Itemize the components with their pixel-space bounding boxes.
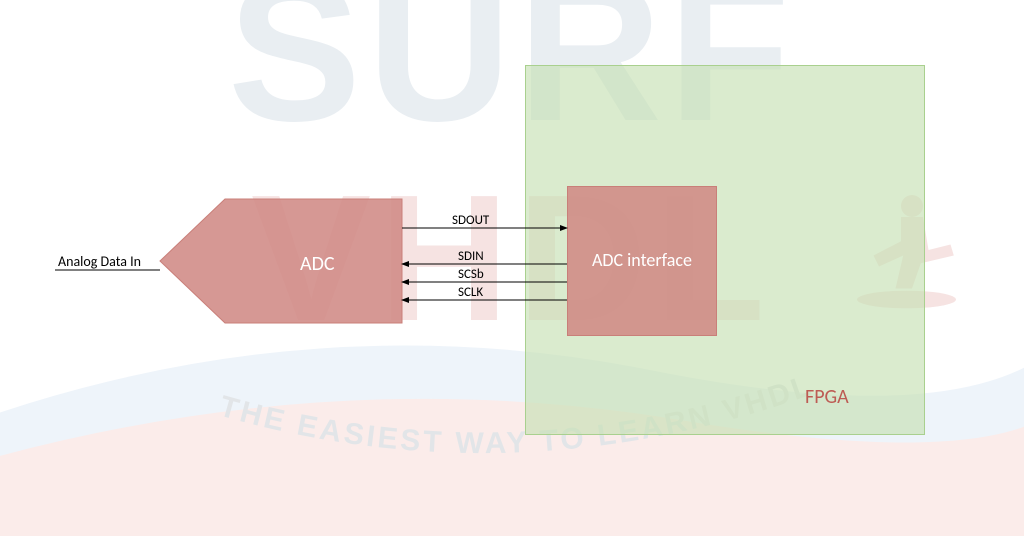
block-diagram: FPGA ADC ADC interface Analog Data In SD…	[0, 0, 1024, 536]
signal-arrows	[0, 0, 1024, 536]
